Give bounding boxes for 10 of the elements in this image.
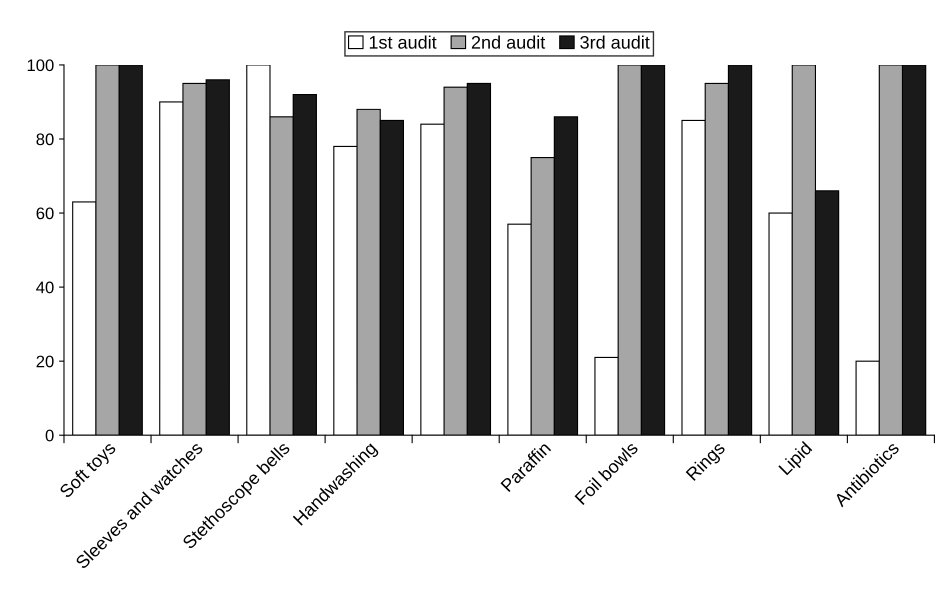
legend-label: 3rd audit	[580, 35, 650, 49]
legend-label: 2nd audit	[472, 35, 546, 49]
y-tick-label: 0	[46, 430, 54, 442]
y-tick-label: 60	[36, 207, 54, 220]
y-tick-label: 20	[36, 356, 54, 368]
legend-label: 1st audit	[370, 35, 437, 49]
y-tick-label: 80	[36, 133, 54, 146]
x-tick-label: Soft toys	[58, 440, 119, 502]
y-tick-label: 40	[36, 282, 54, 294]
y-tick-label: 100	[28, 59, 54, 72]
